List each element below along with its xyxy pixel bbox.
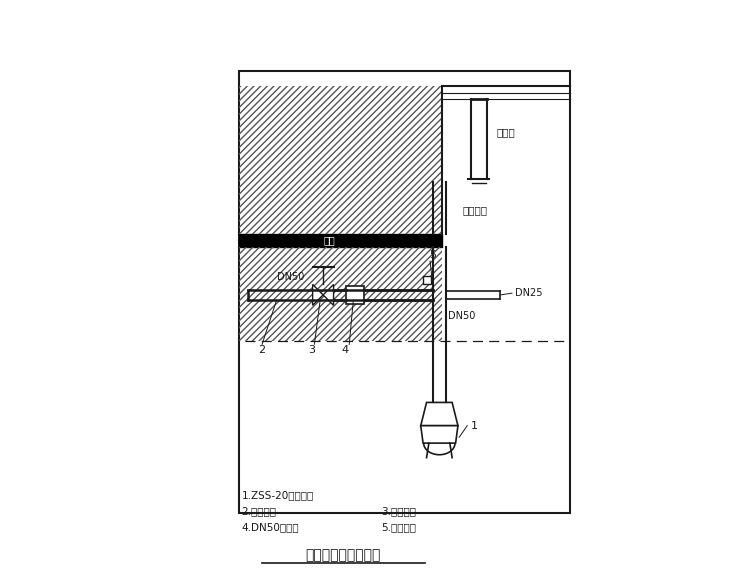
Text: 2.配水支管: 2.配水支管 xyxy=(241,506,276,516)
Text: 1.ZSS-20灭火装置: 1.ZSS-20灭火装置 xyxy=(241,490,314,500)
Bar xyxy=(423,276,431,284)
Text: DN50: DN50 xyxy=(277,272,305,282)
Polygon shape xyxy=(421,402,458,426)
Bar xyxy=(239,86,443,234)
Text: DN25: DN25 xyxy=(515,288,542,298)
Text: 4.DN50电磁阀: 4.DN50电磁阀 xyxy=(241,523,299,533)
Bar xyxy=(239,246,443,342)
Text: 系先缆: 系先缆 xyxy=(496,127,515,137)
Polygon shape xyxy=(421,426,458,443)
Text: 5.防晃支架: 5.防晃支架 xyxy=(381,523,416,533)
Polygon shape xyxy=(313,284,323,305)
Bar xyxy=(346,286,364,304)
Text: 1: 1 xyxy=(471,420,478,430)
Text: 2: 2 xyxy=(259,345,266,355)
Text: 灭火装置安装示意图: 灭火装置安装示意图 xyxy=(305,548,381,562)
Text: 层顶: 层顶 xyxy=(323,235,335,245)
Polygon shape xyxy=(323,284,334,305)
Bar xyxy=(239,71,570,513)
Text: DN50: DN50 xyxy=(448,311,475,321)
Text: 4: 4 xyxy=(342,345,349,355)
Text: 5: 5 xyxy=(429,251,437,260)
Text: 夹掉空间: 夹掉空间 xyxy=(463,206,487,215)
Text: 3.手动阀阀: 3.手动阀阀 xyxy=(381,506,416,516)
Text: 3: 3 xyxy=(308,345,315,355)
